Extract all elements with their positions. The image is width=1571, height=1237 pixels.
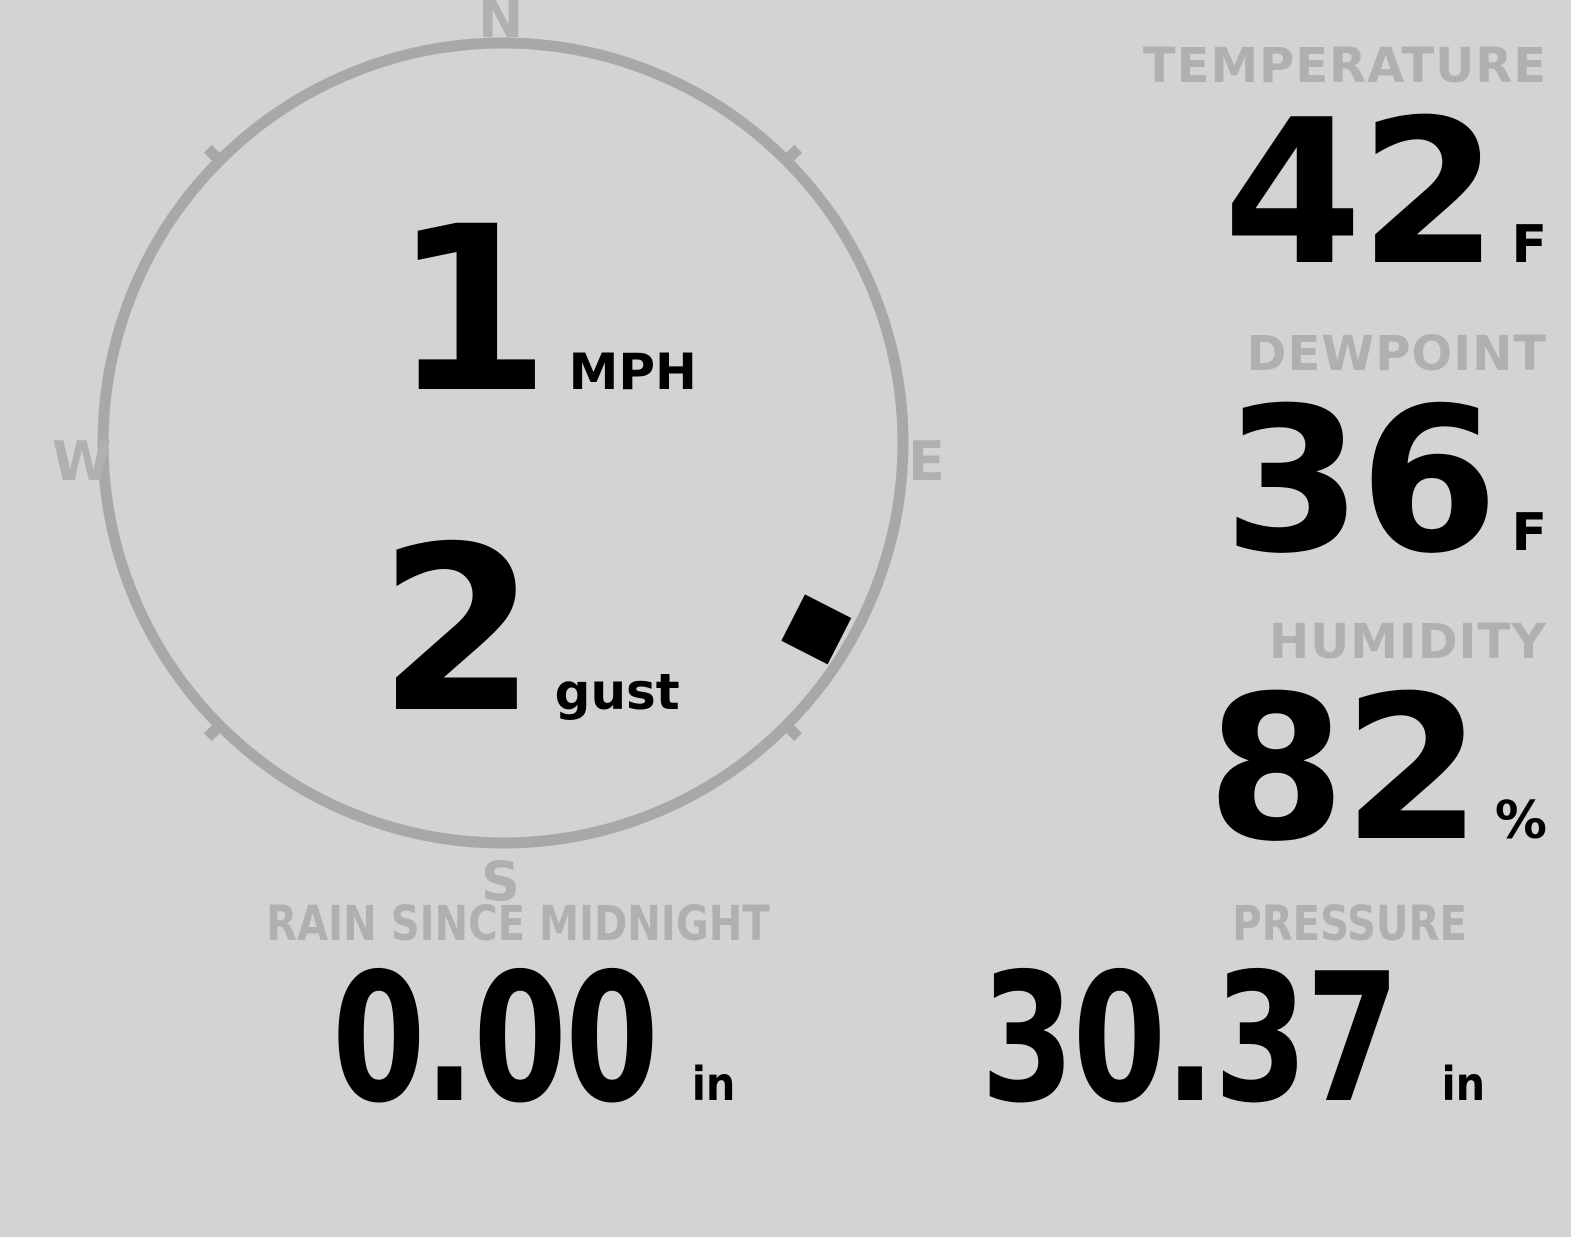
stat-label-temperature: TEMPERATURE bbox=[1142, 38, 1547, 94]
compass-tick-nw bbox=[203, 144, 224, 165]
stat-block-rain[interactable]: RAIN SINCE MIDNIGHT 0.00 in bbox=[208, 900, 828, 1128]
wind-direction-marker-square bbox=[781, 594, 852, 665]
compass-tick-se bbox=[782, 721, 803, 742]
stat-unit-temperature: F bbox=[1511, 215, 1547, 275]
wind-speed-unit: MPH bbox=[568, 343, 697, 401]
compass-ring-graphic bbox=[97, 37, 909, 849]
wind-gust-value: 2 bbox=[378, 497, 537, 763]
stat-value-pressure: 30.37 bbox=[980, 935, 1400, 1142]
stat-value-row-dewpoint: 36 F bbox=[1223, 382, 1547, 582]
stat-unit-rain: in bbox=[691, 1057, 736, 1111]
stat-value-row-temperature: 42 F bbox=[1143, 94, 1547, 294]
stat-block-temperature[interactable]: TEMPERATURE 42 F bbox=[1143, 42, 1547, 294]
stat-label-dewpoint: DEWPOINT bbox=[1246, 326, 1547, 382]
stat-value-row-rain: 0.00 in bbox=[208, 950, 828, 1128]
stat-label-humidity: HUMIDITY bbox=[1269, 614, 1547, 670]
wind-speed-readout: 1 MPH bbox=[392, 196, 697, 424]
compass-label-west: W bbox=[52, 430, 112, 493]
compass-tick-ne bbox=[782, 144, 803, 165]
stat-label-rain: RAIN SINCE MIDNIGHT bbox=[266, 896, 770, 952]
stat-unit-pressure: in bbox=[1441, 1057, 1486, 1111]
wind-speed-value: 1 bbox=[392, 177, 551, 443]
stat-unit-humidity: % bbox=[1494, 791, 1547, 851]
stat-label-pressure: PRESSURE bbox=[1232, 896, 1467, 952]
compass-ring-circle bbox=[97, 37, 909, 849]
wind-compass-dial[interactable]: N E S W 1 MPH 2 gust bbox=[0, 0, 1010, 909]
stat-value-row-humidity: 82 % bbox=[1207, 670, 1547, 870]
compass-tick-marks bbox=[203, 144, 803, 742]
wind-gust-unit: gust bbox=[554, 663, 680, 721]
stat-value-temperature: 42 bbox=[1223, 77, 1498, 310]
stat-value-humidity: 82 bbox=[1206, 653, 1482, 886]
stat-value-rain: 0.00 bbox=[331, 935, 659, 1142]
compass-label-south: S bbox=[481, 850, 520, 913]
compass-tick-sw bbox=[203, 721, 224, 742]
wind-gust-readout: 2 gust bbox=[378, 516, 680, 744]
stat-block-dewpoint[interactable]: DEWPOINT 36 F bbox=[1223, 330, 1547, 582]
stat-value-row-pressure: 30.37 in bbox=[888, 950, 1538, 1128]
stat-value-dewpoint: 36 bbox=[1223, 365, 1498, 598]
wind-direction-marker bbox=[781, 594, 852, 665]
stat-block-humidity[interactable]: HUMIDITY 82 % bbox=[1207, 618, 1547, 870]
compass-label-north: N bbox=[478, 0, 524, 50]
stat-unit-dewpoint: F bbox=[1511, 503, 1547, 563]
compass-label-east: E bbox=[908, 430, 945, 493]
stat-block-pressure[interactable]: PRESSURE 30.37 in bbox=[888, 900, 1538, 1128]
